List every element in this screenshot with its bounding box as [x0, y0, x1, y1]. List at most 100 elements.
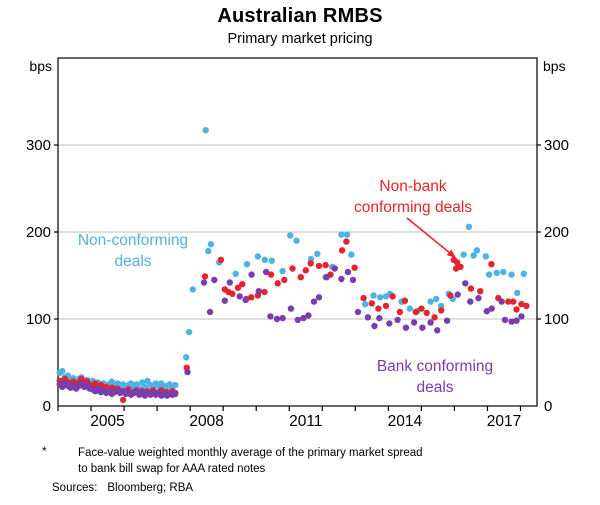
data-point [344, 268, 352, 276]
data-point [221, 297, 228, 304]
data-point [467, 298, 474, 305]
data-point [200, 279, 208, 286]
data-point [255, 288, 262, 295]
data-point [184, 368, 191, 376]
data-point [287, 305, 295, 312]
y-tick-label-right: 200 [544, 224, 569, 241]
data-point [396, 308, 404, 316]
data-point [427, 319, 434, 326]
data-point [508, 271, 515, 278]
annotation-line: Bank conforming [376, 358, 494, 375]
annotation-line: conforming deals [353, 199, 473, 216]
data-point [172, 381, 179, 389]
data-point [343, 238, 350, 245]
annotation-bank-conforming-deals: Bank conforming deals [377, 356, 493, 398]
data-point [412, 308, 419, 316]
data-point [360, 294, 367, 302]
data-point [470, 252, 477, 259]
y-tick-label-left: 300 [26, 137, 51, 154]
data-point [217, 256, 225, 263]
data-point [438, 302, 445, 310]
x-tick-label: 2011 [289, 413, 322, 430]
data-point [338, 247, 346, 254]
data-point [410, 319, 418, 326]
data-point [482, 253, 489, 260]
data-point [483, 308, 490, 315]
data-point [362, 301, 369, 308]
data-point [315, 294, 323, 301]
data-point [268, 257, 275, 264]
annotation-non-bank-conforming-deals: Non-bank conforming deals [354, 176, 472, 218]
y-tick-label-left: 0 [43, 398, 51, 415]
data-point [211, 276, 218, 284]
data-point [382, 302, 390, 310]
data-point [206, 308, 214, 316]
annotation-arrow [406, 217, 450, 253]
data-point [322, 261, 329, 269]
y-tick-label-left: 100 [26, 311, 51, 328]
data-point [351, 264, 358, 271]
data-point [462, 280, 469, 287]
data-point [343, 231, 351, 238]
data-point [364, 314, 372, 321]
annotation-arrowhead [446, 249, 456, 258]
data-point [402, 324, 410, 331]
data-point [419, 324, 426, 331]
data-point [274, 280, 281, 287]
data-point [254, 253, 262, 260]
footnote-line-1: Face-value weighted monthly average of t… [78, 447, 423, 459]
data-point [294, 316, 301, 324]
data-point [267, 271, 275, 278]
data-point [401, 297, 409, 304]
data-point [119, 396, 127, 404]
annotation-line: deals [416, 379, 454, 396]
data-point [232, 270, 239, 277]
sources-value: Bloomberg; RBA [107, 482, 194, 494]
data-point [349, 276, 357, 284]
data-point [467, 285, 475, 292]
data-point [226, 279, 233, 286]
data-point [205, 247, 212, 255]
data-point [501, 316, 509, 324]
data-point [520, 270, 527, 277]
data-point [348, 251, 355, 258]
data-point [427, 298, 434, 305]
data-point [315, 262, 323, 270]
data-point [418, 305, 425, 312]
footnote-text: Face-value weighted monthly average of t… [78, 446, 498, 477]
data-point [338, 275, 345, 283]
data-point [443, 317, 451, 324]
data-point [338, 231, 345, 238]
annotation-line: Non-bank [379, 178, 447, 195]
data-point [438, 307, 445, 314]
y-tick-label-right: 300 [544, 137, 569, 154]
data-point [514, 289, 521, 297]
data-point [493, 269, 500, 277]
data-point [293, 237, 300, 244]
data-point [513, 317, 520, 324]
data-point [287, 232, 294, 239]
footnote-marker: * [42, 446, 47, 458]
data-point [172, 389, 179, 397]
data-point [248, 294, 255, 301]
data-point [185, 328, 193, 336]
data-point [279, 267, 286, 275]
x-tick-label: 2005 [90, 413, 124, 430]
data-point [202, 127, 209, 134]
data-point [314, 250, 321, 257]
data-point [500, 268, 507, 276]
data-point [523, 302, 530, 310]
data-point [475, 294, 482, 302]
data-point [505, 298, 512, 305]
x-tick-label: 2017 [487, 413, 521, 430]
data-point [488, 261, 495, 268]
data-point [431, 314, 438, 321]
data-point [331, 265, 338, 272]
data-point [201, 273, 209, 280]
data-point [310, 298, 318, 305]
data-point [267, 313, 274, 320]
y-tick-label-right: 100 [544, 311, 569, 328]
data-point [460, 251, 467, 258]
annotation-line: Non-conforming [77, 232, 189, 249]
